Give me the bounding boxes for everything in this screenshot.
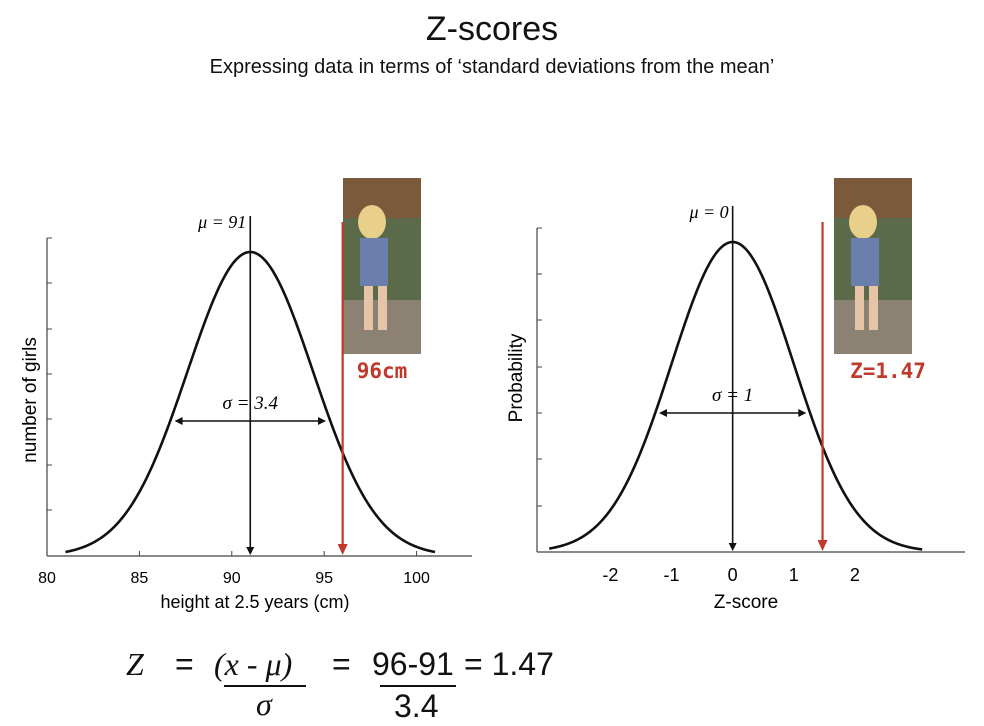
sd-label: σ = 1	[712, 385, 753, 406]
sd-arrowhead-right	[317, 417, 326, 425]
marker-label: 96cm	[357, 359, 408, 383]
y-axis-label-left: number of girls	[20, 337, 41, 463]
x-tick-label-4: 2	[850, 565, 860, 585]
sd-arrowhead-left	[658, 409, 667, 417]
height-distribution-chart: number of girls height at 2.5 years (cm)…	[20, 178, 472, 612]
sd-arrowhead-right	[798, 409, 807, 417]
x-tick-label-1: -1	[664, 565, 680, 585]
fraction-bar-expr	[224, 685, 306, 687]
formula-numerator-expr: (x - μ)	[214, 646, 293, 682]
formula-equals-2: =	[332, 646, 351, 682]
y-axis-label-right: Probability	[506, 333, 527, 422]
x-axis-label-left: height at 2.5 years (cm)	[160, 592, 349, 612]
sd-label: σ = 3.4	[223, 393, 279, 414]
normal-curve	[549, 240, 923, 551]
x-tick-label-3: 95	[315, 570, 333, 587]
marker-label: Z=1.47	[850, 359, 926, 383]
zscore-distribution-chart: Probability Z-score -2 -1 0 1 2 μ = 0 σ = 1 Z=1…	[506, 178, 965, 613]
formula-z: Z	[126, 646, 144, 682]
formula-equals-1: =	[175, 646, 194, 682]
sd-arrowhead-left	[174, 417, 183, 425]
x-tick-label-0: 80	[38, 570, 56, 587]
mean-line-arrowhead	[728, 543, 737, 551]
photo-girl-left	[343, 178, 421, 354]
photo-girl-right	[834, 178, 912, 354]
formula-denominator-value: 3.4	[394, 688, 439, 724]
zscore-formula: Z = (x - μ) σ = 96-91 3.4 = 1.47	[120, 640, 640, 726]
fraction-bar-value	[380, 685, 456, 687]
mean-label: μ = 91	[197, 212, 246, 232]
formula-denominator-expr: σ	[256, 686, 272, 722]
page-subtitle: Expressing data in terms of ‘standard de…	[209, 56, 775, 78]
formula-result: = 1.47	[464, 646, 554, 682]
x-tick-label-3: 1	[789, 565, 799, 585]
x-tick-label-4: 100	[403, 570, 430, 587]
page-title: Z-scores	[425, 10, 559, 48]
x-tick-label-1: 85	[130, 570, 148, 587]
x-tick-label-2: 0	[728, 565, 738, 585]
formula-numerator-value: 96-91	[372, 646, 454, 682]
x-tick-label-2: 90	[223, 570, 241, 587]
x-axis-label-right: Z-score	[714, 592, 778, 613]
marker-arrowhead	[817, 540, 828, 551]
marker-arrowhead	[337, 544, 348, 555]
mean-label: μ = 0	[688, 202, 728, 222]
x-tick-label-0: -2	[602, 565, 618, 585]
mean-line-arrowhead	[246, 547, 255, 555]
